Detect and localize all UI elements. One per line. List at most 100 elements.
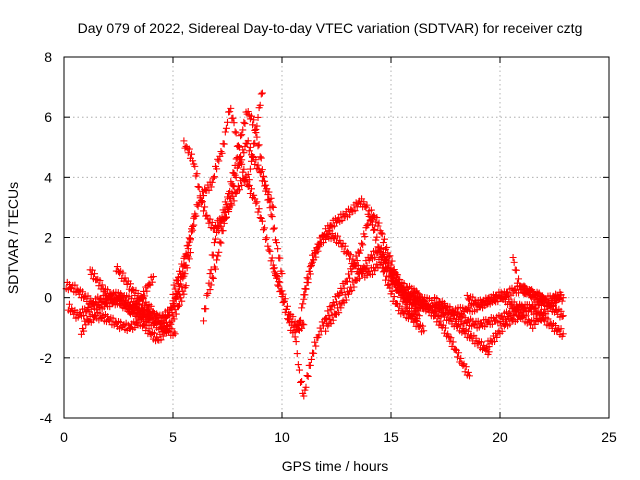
data-point [172,310,180,318]
data-point [419,322,427,330]
data-point [270,224,278,232]
data-point [269,203,277,211]
data-point [197,199,205,207]
data-point [353,257,361,265]
data-point [217,222,225,230]
data-point [552,322,560,330]
data-point [406,304,414,312]
y-tick-label: 4 [44,169,52,185]
data-point [174,302,182,310]
data-point [544,307,552,315]
data-point [246,165,254,173]
data-point [171,285,179,293]
data-point [358,270,366,278]
y-tick-label: 6 [44,109,52,125]
data-point [300,392,308,400]
data-point [402,288,410,296]
data-point [351,262,359,270]
data-point [266,198,274,206]
data-point [273,239,281,247]
data-point [355,274,363,282]
data-point [149,273,157,281]
data-point [373,233,381,241]
data-point [464,327,472,335]
data-point [232,129,240,137]
data-point [338,243,346,251]
data-point [512,266,520,274]
data-point [144,304,152,312]
data-point [363,271,371,279]
data-point [555,295,563,303]
data-point [221,128,229,136]
data-point [239,168,247,176]
data-point [312,253,320,261]
data-point [291,333,299,341]
data-point [143,287,151,295]
series-16 [387,272,493,358]
data-point [265,188,273,196]
data-point [231,128,239,136]
data-point [372,218,380,226]
data-point [213,165,221,173]
data-point [413,317,421,325]
data-point [182,282,190,290]
data-point [222,124,230,132]
data-point [145,325,153,333]
y-tick-label: 8 [44,49,52,65]
data-point [295,317,303,325]
data-point [229,182,237,190]
data-point [247,157,255,165]
data-point [253,122,261,130]
data-point [207,281,215,289]
data-point [220,140,228,148]
data-point [215,157,223,165]
data-point [533,315,541,323]
data-point [232,173,240,181]
data-point [302,383,310,391]
data-point [215,248,223,256]
series-6 [125,273,157,316]
data-point [267,194,275,202]
x-tick-label: 0 [60,429,68,445]
data-point [237,152,245,160]
data-point [258,89,266,97]
data-point [380,235,388,243]
data-point [557,291,565,299]
data-point [532,304,540,312]
data-point [79,288,87,296]
data-point [451,345,459,353]
data-point [304,279,312,287]
data-point [267,211,275,219]
data-point [147,302,155,310]
data-point [379,249,387,257]
data-point [210,239,218,247]
data-point [251,160,259,168]
data-point [234,142,242,150]
data-point [208,178,216,186]
data-point [170,302,178,310]
data-point [379,239,387,247]
data-point [235,160,243,168]
series-13 [300,227,421,325]
data-point [379,268,387,276]
data-point [126,280,134,288]
data-point [552,299,560,307]
data-point [453,309,461,317]
data-point [178,297,186,305]
data-point [283,302,291,310]
data-point [387,264,395,272]
data-point [515,275,523,283]
data-point [253,133,261,141]
data-point [198,198,206,206]
data-point [294,326,302,334]
data-point [311,338,319,346]
data-point [225,205,233,213]
data-point [87,305,95,313]
data-point [180,137,188,145]
y-tick-label: -4 [40,410,53,426]
data-point [433,295,441,303]
data-point [230,119,238,127]
data-point [244,170,252,178]
data-point [140,306,148,314]
data-point [238,156,246,164]
